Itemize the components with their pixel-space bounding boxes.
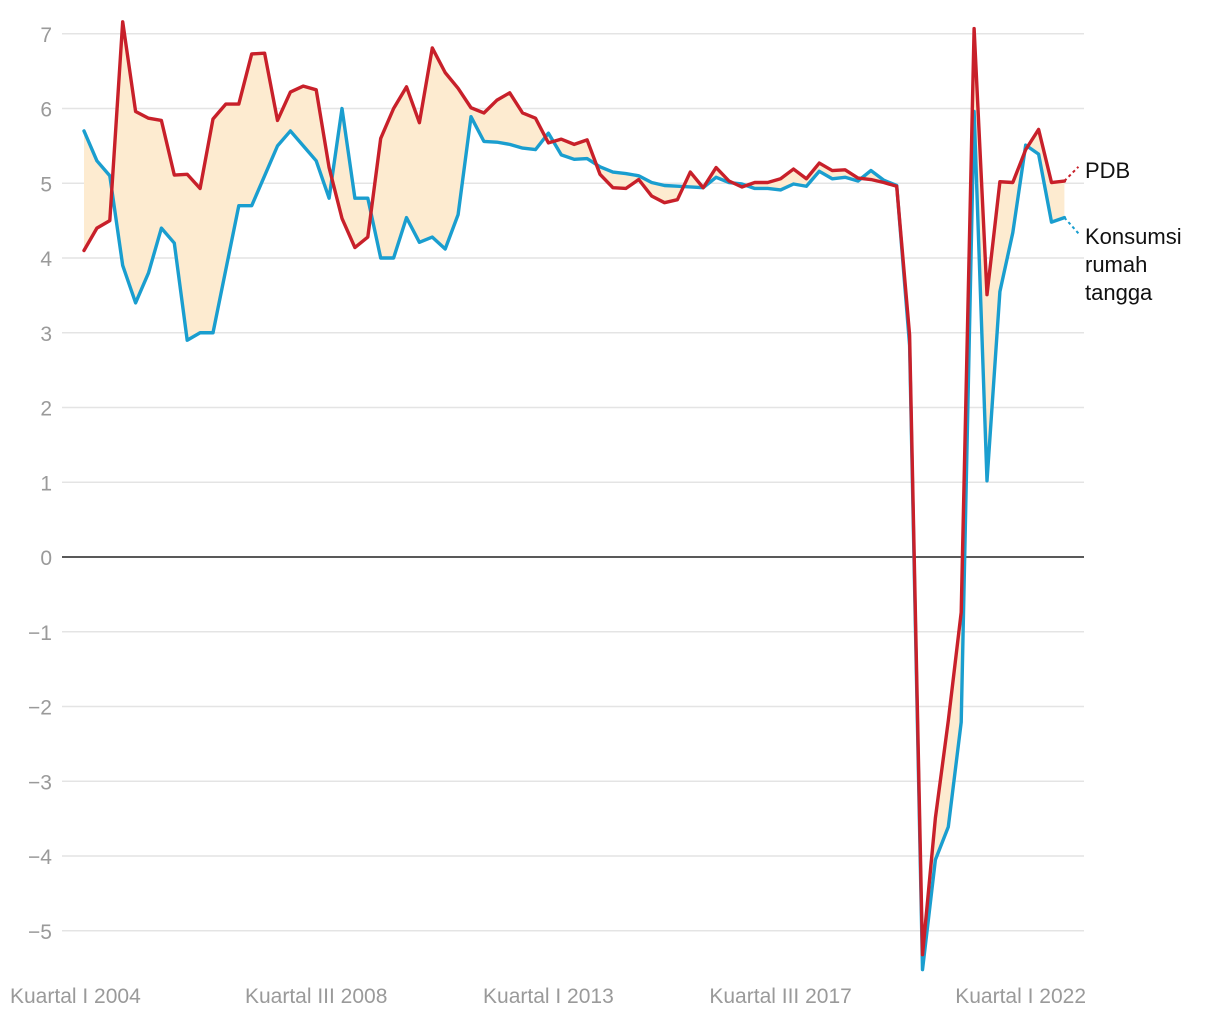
series-line-konsumsi bbox=[82, 106, 1067, 972]
x-tick-label: Kuartal I 2013 bbox=[483, 985, 614, 1008]
x-tick-label: Kuartal III 2008 bbox=[245, 985, 387, 1008]
difference-area bbox=[84, 21, 1065, 970]
y-tick-label: 0 bbox=[40, 547, 52, 570]
y-tick-label: −1 bbox=[28, 622, 52, 645]
y-tick-label: 5 bbox=[40, 173, 52, 196]
y-tick-label: −4 bbox=[28, 846, 52, 869]
x-tick-label: Kuartal I 2004 bbox=[10, 985, 141, 1008]
y-tick-label: −2 bbox=[28, 697, 52, 720]
y-tick-label: 6 bbox=[40, 99, 52, 122]
series-label-line: Konsumsi bbox=[1085, 224, 1182, 249]
series-label-konsumsi: Konsumsi rumah tangga bbox=[1085, 224, 1182, 305]
series-labels: PDB Konsumsi rumah tangga bbox=[1085, 158, 1182, 305]
y-axis-ticks: 7 6 5 4 3 2 1 0 −1 −2 −3 −4 −5 bbox=[28, 24, 52, 944]
x-axis-ticks: Kuartal I 2004 Kuartal III 2008 Kuartal I … bbox=[10, 985, 1086, 1008]
y-tick-label: 2 bbox=[40, 398, 52, 421]
series-lines bbox=[82, 20, 1080, 972]
series-leader-pdb bbox=[1063, 166, 1080, 182]
y-tick-label: 7 bbox=[40, 24, 52, 47]
area-between-series bbox=[84, 21, 1065, 970]
series-label-line: rumah bbox=[1085, 252, 1147, 277]
series-leader-konsumsi bbox=[1063, 216, 1080, 234]
y-tick-label: 1 bbox=[40, 472, 52, 495]
series-label-line: tangga bbox=[1085, 280, 1153, 305]
series-line-pdb bbox=[82, 20, 1067, 957]
x-tick-label: Kuartal I 2022 bbox=[955, 985, 1086, 1008]
x-tick-label: Kuartal III 2017 bbox=[709, 985, 851, 1008]
y-tick-label: 3 bbox=[40, 323, 52, 346]
y-tick-label: −3 bbox=[28, 771, 52, 794]
y-tick-label: 4 bbox=[40, 248, 52, 271]
series-label-pdb: PDB bbox=[1085, 158, 1130, 183]
y-tick-label: −5 bbox=[28, 921, 52, 944]
